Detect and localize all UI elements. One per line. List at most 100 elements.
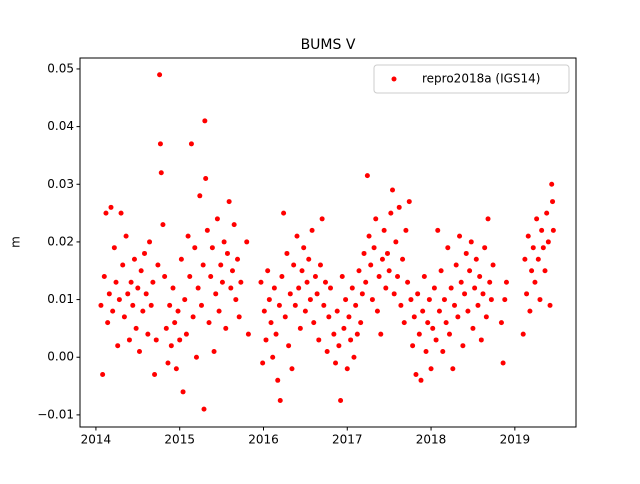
data-point: [265, 268, 271, 274]
data-point: [216, 308, 222, 314]
data-point: [202, 118, 208, 124]
plot-area: [98, 72, 556, 412]
data-point: [120, 262, 126, 268]
data-point: [197, 193, 203, 199]
data-point: [539, 227, 545, 233]
data-point: [420, 308, 426, 314]
data-point: [221, 239, 227, 245]
data-point: [395, 274, 401, 280]
data-point: [190, 314, 196, 320]
data-point: [524, 291, 530, 297]
data-point: [157, 141, 163, 147]
data-point: [170, 285, 176, 291]
data-point: [289, 366, 295, 372]
data-point: [403, 227, 409, 233]
data-point: [530, 245, 536, 251]
legend-label: repro2018a (IGS14): [422, 72, 540, 86]
data-point: [226, 199, 232, 205]
data-point: [348, 337, 354, 343]
axes-frame: [79, 57, 577, 428]
data-point: [148, 302, 154, 308]
data-point: [478, 337, 484, 343]
data-point: [374, 308, 380, 314]
data-point: [333, 360, 339, 366]
data-point: [224, 250, 230, 256]
data-point: [204, 227, 210, 233]
data-point: [155, 262, 161, 268]
data-point: [465, 308, 471, 314]
data-point: [343, 297, 349, 303]
data-point: [428, 366, 434, 372]
data-point: [527, 308, 533, 314]
data-point: [294, 233, 300, 239]
data-point: [401, 320, 407, 326]
data-point: [165, 360, 171, 366]
data-point: [426, 297, 432, 303]
data-point: [435, 227, 441, 233]
data-point: [162, 274, 168, 280]
data-point: [458, 279, 464, 285]
data-point: [433, 337, 439, 343]
data-point: [271, 285, 277, 291]
data-point: [101, 274, 107, 280]
data-point: [180, 389, 186, 395]
data-point: [228, 285, 234, 291]
data-point: [462, 291, 468, 297]
data-point: [490, 262, 496, 268]
data-point: [364, 173, 370, 179]
data-point: [338, 397, 344, 403]
data-point: [410, 343, 416, 349]
data-point: [123, 233, 129, 239]
data-point: [113, 279, 119, 285]
data-point: [192, 245, 198, 251]
data-point: [275, 377, 281, 383]
data-point: [145, 331, 151, 337]
data-point: [468, 239, 474, 245]
data-point: [473, 256, 479, 262]
data-point: [356, 268, 362, 274]
data-point: [282, 314, 288, 320]
data-point: [418, 377, 424, 383]
y-tick-label: 0.02: [47, 234, 74, 248]
data-point: [453, 262, 459, 268]
data-point: [470, 325, 476, 331]
data-point: [143, 291, 149, 297]
data-point: [390, 187, 396, 193]
y-tick-label: 0.00: [47, 350, 74, 364]
data-point: [376, 274, 382, 280]
data-point: [431, 285, 437, 291]
data-point: [108, 204, 114, 210]
data-point: [363, 279, 369, 285]
data-point: [188, 141, 194, 147]
data-point: [498, 320, 504, 326]
data-point: [525, 233, 531, 239]
data-point: [213, 291, 219, 297]
data-point: [423, 348, 429, 354]
data-point: [183, 331, 189, 337]
data-point: [537, 297, 543, 303]
data-point: [502, 297, 508, 303]
data-point: [301, 245, 307, 251]
x-tick-label: 2019: [500, 433, 531, 447]
legend-marker: [391, 76, 397, 82]
y-tick-label: 0.05: [47, 61, 74, 75]
data-point: [258, 279, 264, 285]
data-point: [379, 256, 385, 262]
data-point: [483, 314, 489, 320]
data-point: [349, 285, 355, 291]
data-point: [312, 274, 318, 280]
data-point: [545, 239, 551, 245]
data-point: [457, 233, 463, 239]
data-point: [393, 239, 399, 245]
data-point: [311, 320, 317, 326]
data-point: [487, 279, 493, 285]
data-point: [408, 297, 414, 303]
data-point: [314, 291, 320, 297]
data-point: [136, 348, 142, 354]
data-point: [302, 308, 308, 314]
data-point: [430, 325, 436, 331]
data-point: [411, 314, 417, 320]
data-point: [321, 302, 327, 308]
data-point: [331, 331, 337, 337]
data-point: [307, 297, 313, 303]
